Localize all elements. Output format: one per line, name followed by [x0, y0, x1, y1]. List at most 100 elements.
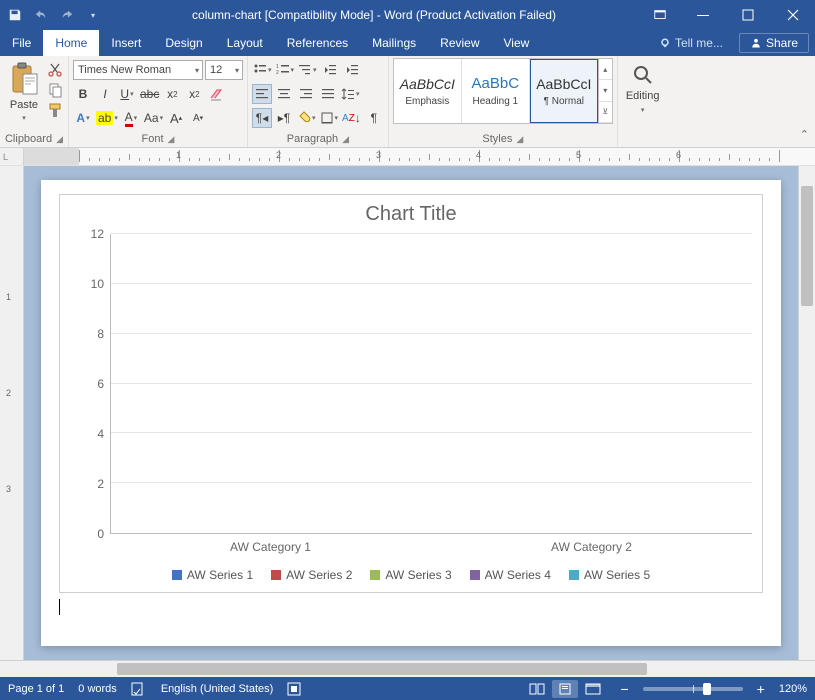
dialog-launcher-icon[interactable]: ◢	[342, 134, 349, 145]
editing-label: Editing	[626, 90, 660, 102]
tab-home[interactable]: Home	[43, 30, 99, 56]
tab-mailings[interactable]: Mailings	[360, 30, 428, 56]
sort-button[interactable]: AZ↓	[341, 108, 362, 128]
qat-customize-icon[interactable]: ▾	[84, 6, 102, 24]
bullets-button[interactable]: ▾	[252, 60, 273, 80]
zoom-slider[interactable]	[643, 687, 743, 691]
close-button[interactable]	[770, 0, 815, 30]
align-right-button[interactable]	[296, 84, 316, 104]
shrink-font-button[interactable]: A▾	[188, 108, 208, 128]
italic-button[interactable]: I	[95, 84, 115, 104]
font-name-combo[interactable]: Times New Roman	[73, 60, 203, 80]
status-language[interactable]: English (United States)	[161, 683, 274, 695]
paste-button[interactable]: Paste ▾	[4, 58, 44, 122]
ruler-horizontal-track[interactable]: 123456	[24, 148, 815, 165]
spellcheck-icon[interactable]	[131, 682, 147, 696]
underline-button[interactable]: U▾	[117, 84, 137, 104]
ribbon-group-paragraph: ▾ 12▾ ▾ ▾ ¶◂ ▸¶ ▾ ▾	[248, 56, 389, 147]
ribbon-group-clipboard: Paste ▾ Clipboard◢	[0, 56, 69, 147]
tab-insert[interactable]: Insert	[99, 30, 153, 56]
style-item-heading-1[interactable]: AaBbCHeading 1	[462, 59, 530, 123]
align-left-button[interactable]	[252, 84, 272, 104]
save-icon[interactable]	[6, 6, 24, 24]
text-effects-button[interactable]: A▾	[73, 108, 93, 128]
window-title: column-chart [Compatibility Mode] - Word…	[108, 8, 640, 22]
superscript-button[interactable]: x2	[184, 84, 204, 104]
tab-view[interactable]: View	[492, 30, 542, 56]
minimize-button[interactable]	[680, 0, 725, 30]
tab-references[interactable]: References	[275, 30, 360, 56]
page-scroll[interactable]: Chart Title 024681012 AW Category 1AW Ca…	[24, 166, 798, 660]
status-words[interactable]: 0 words	[78, 683, 117, 695]
style-item--normal[interactable]: AaBbCcI¶ Normal	[530, 59, 598, 123]
tab-layout[interactable]: Layout	[215, 30, 275, 56]
format-painter-icon[interactable]	[46, 102, 64, 118]
redo-icon[interactable]	[58, 6, 76, 24]
chart-object[interactable]: Chart Title 024681012 AW Category 1AW Ca…	[59, 194, 763, 593]
change-case-button[interactable]: Aa▾	[143, 108, 164, 128]
status-page[interactable]: Page 1 of 1	[8, 683, 64, 695]
rtl-button[interactable]: ▸¶	[274, 108, 294, 128]
subscript-button[interactable]: x2	[162, 84, 182, 104]
ribbon-group-font: Times New Roman 12 B I U▾ abc x2 x2 A▾ a…	[69, 56, 248, 147]
tab-review[interactable]: Review	[428, 30, 491, 56]
legend-item: AW Series 1	[172, 568, 253, 582]
legend-item: AW Series 3	[370, 568, 451, 582]
font-size-combo[interactable]: 12	[205, 60, 243, 80]
style-item-emphasis[interactable]: AaBbCcIEmphasis	[394, 59, 462, 123]
shading-button[interactable]: ▾	[296, 108, 317, 128]
print-layout-button[interactable]	[552, 680, 578, 698]
justify-button[interactable]	[318, 84, 338, 104]
paragraph-group-label: Paragraph	[287, 133, 338, 145]
ribbon-display-icon[interactable]	[640, 8, 680, 22]
zoom-in-button[interactable]: +	[757, 681, 765, 697]
align-center-button[interactable]	[274, 84, 294, 104]
styles-gallery-more[interactable]: ▴▾⊻	[598, 59, 612, 123]
tell-me-search[interactable]: Tell me...	[649, 30, 733, 56]
strikethrough-button[interactable]: abc	[139, 84, 160, 104]
clear-formatting-icon[interactable]	[206, 84, 226, 104]
dialog-launcher-icon[interactable]: ◢	[168, 134, 175, 145]
zoom-out-button[interactable]: −	[620, 681, 628, 697]
borders-button[interactable]: ▾	[319, 108, 340, 128]
paste-label: Paste	[10, 99, 38, 111]
grow-font-button[interactable]: A▴	[166, 108, 186, 128]
undo-icon[interactable]	[32, 6, 50, 24]
show-hide-button[interactable]: ¶	[364, 108, 384, 128]
copy-icon[interactable]	[46, 82, 64, 98]
share-button[interactable]: Share	[739, 33, 809, 53]
vertical-scrollbar[interactable]	[798, 166, 815, 660]
ruler-vertical[interactable]: 123	[0, 166, 24, 660]
ruler-corner: L	[0, 148, 24, 165]
ltr-button[interactable]: ¶◂	[252, 108, 272, 128]
tab-design[interactable]: Design	[153, 30, 214, 56]
dialog-launcher-icon[interactable]: ◢	[516, 134, 523, 145]
horizontal-scrollbar[interactable]	[0, 660, 815, 677]
text-cursor	[59, 599, 60, 615]
bold-button[interactable]: B	[73, 84, 93, 104]
multilevel-list-button[interactable]: ▾	[297, 60, 318, 80]
font-color-button[interactable]: A▾	[121, 108, 141, 128]
zoom-level[interactable]: 120%	[779, 683, 807, 695]
chart-title: Chart Title	[70, 203, 752, 226]
highlight-button[interactable]: ab▾	[95, 108, 119, 128]
editing-button[interactable]: Editing ▾	[622, 58, 664, 114]
read-mode-button[interactable]	[524, 680, 550, 698]
styles-gallery[interactable]: AaBbCcIEmphasisAaBbCHeading 1AaBbCcI¶ No…	[393, 58, 613, 124]
line-spacing-button[interactable]: ▾	[340, 84, 361, 104]
web-layout-button[interactable]	[580, 680, 606, 698]
decrease-indent-button[interactable]	[320, 60, 340, 80]
statusbar: Page 1 of 1 0 words English (United Stat…	[0, 677, 815, 700]
dialog-launcher-icon[interactable]: ◢	[56, 134, 63, 145]
cut-icon[interactable]	[46, 62, 64, 78]
numbering-button[interactable]: 12▾	[275, 60, 296, 80]
macro-record-icon[interactable]	[287, 682, 301, 696]
maximize-button[interactable]	[725, 0, 770, 30]
titlebar: ▾ column-chart [Compatibility Mode] - Wo…	[0, 0, 815, 30]
collapse-ribbon-icon[interactable]: ⌃	[800, 128, 809, 141]
document-page: Chart Title 024681012 AW Category 1AW Ca…	[41, 180, 781, 646]
increase-indent-button[interactable]	[342, 60, 362, 80]
legend-item: AW Series 4	[470, 568, 551, 582]
tab-file[interactable]: File	[0, 30, 43, 56]
font-size-value: 12	[210, 64, 222, 76]
